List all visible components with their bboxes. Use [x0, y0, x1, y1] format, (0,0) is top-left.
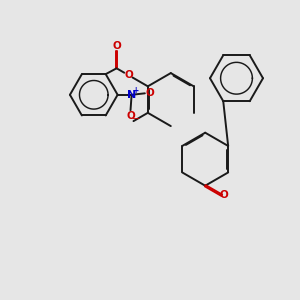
Text: O: O	[126, 111, 135, 121]
Text: O: O	[112, 41, 121, 51]
Text: N: N	[127, 90, 136, 100]
Text: O: O	[145, 88, 154, 98]
Text: −: −	[132, 114, 140, 124]
Text: +: +	[133, 86, 139, 95]
Text: O: O	[124, 70, 133, 80]
Text: O: O	[220, 190, 229, 200]
